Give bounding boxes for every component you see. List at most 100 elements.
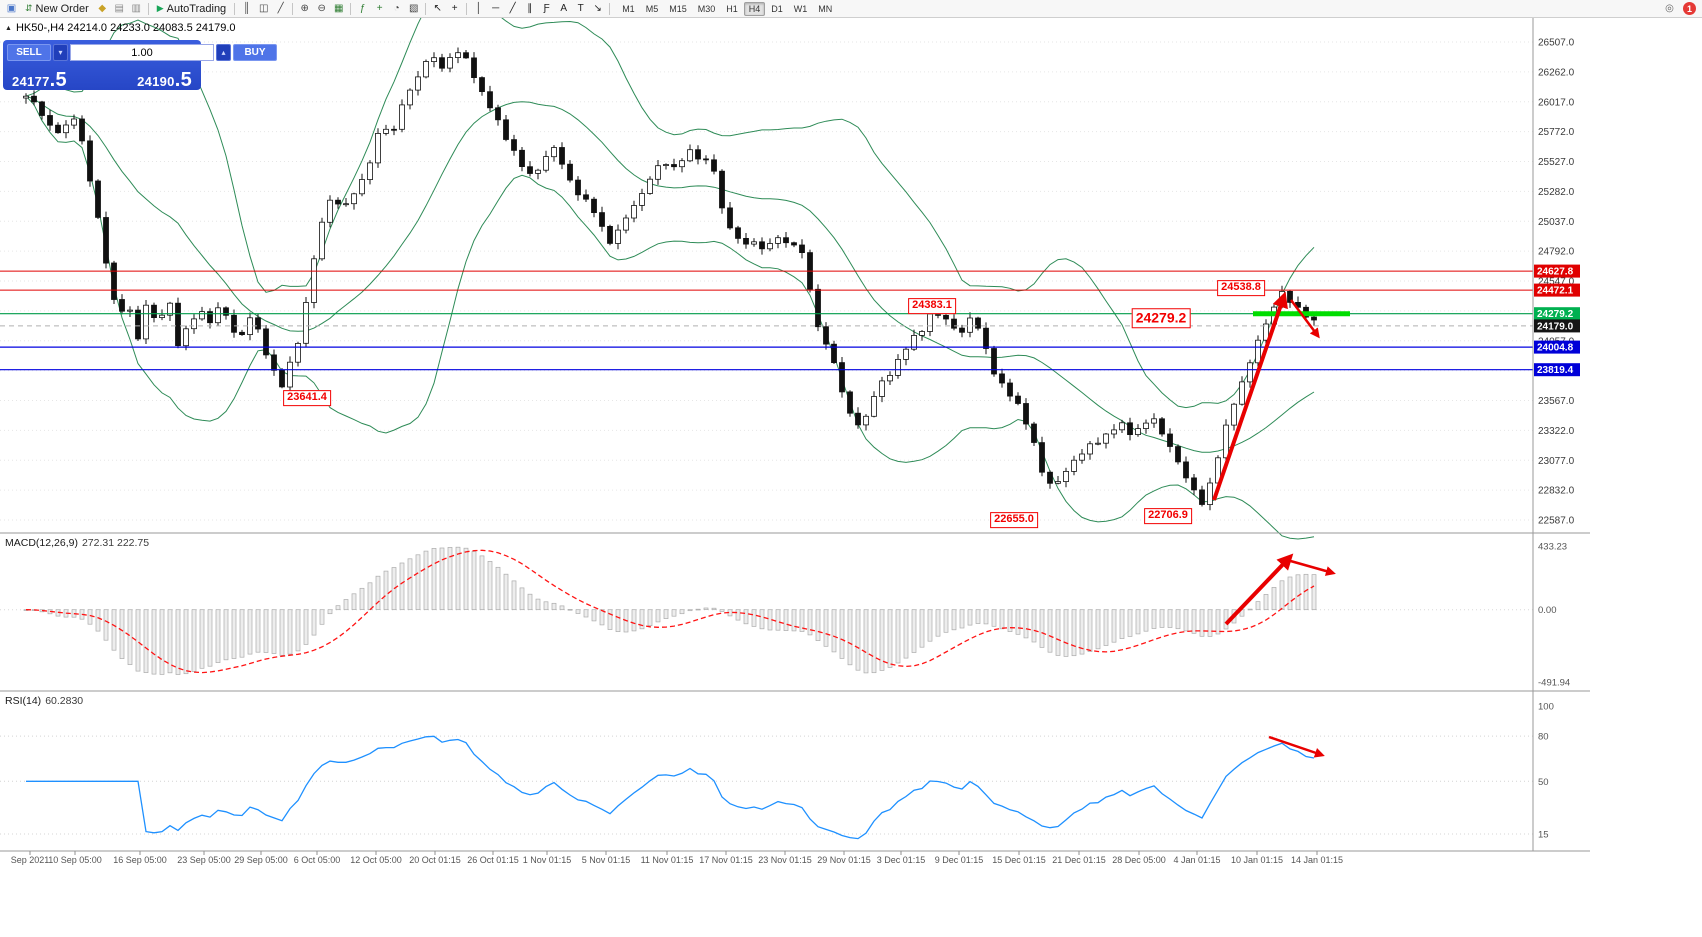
volume-increase-button[interactable]: ▴ (216, 44, 231, 61)
bar-chart-icon[interactable]: ║ (243, 3, 251, 14)
expert-advisors-icon[interactable]: ◆ (98, 3, 107, 14)
candles (23, 47, 1317, 511)
timeframe-h1-button[interactable]: H1 (726, 3, 738, 14)
bollinger-bands (25, 0, 1315, 540)
svg-text:25037.0: 25037.0 (1538, 217, 1575, 228)
svg-text:80: 80 (1538, 732, 1549, 743)
data-window-icon[interactable]: ▥ (131, 3, 141, 14)
svg-text:20 Oct 01:15: 20 Oct 01:15 (409, 855, 461, 865)
price-annotation[interactable]: 24538.8 (1217, 280, 1265, 296)
buy-button[interactable]: BUY (233, 44, 277, 61)
svg-text:10 Sep 05:00: 10 Sep 05:00 (48, 855, 102, 865)
zoom-out-icon[interactable]: ⊖ (317, 3, 326, 14)
autotrading-icon: ▶ (156, 3, 164, 13)
svg-text:24179.0: 24179.0 (1537, 321, 1574, 332)
chart-window-icon[interactable]: ▣ (6, 3, 17, 14)
trend-arrow[interactable] (1224, 553, 1294, 626)
timeframe-m30-button[interactable]: M30 (697, 3, 716, 14)
candlestick-chart-icon[interactable]: ◫ (258, 3, 269, 14)
channel-icon[interactable]: ∥ (527, 3, 533, 14)
horizontal-line-icon[interactable]: ─ (492, 3, 500, 14)
timeframe-mn-button[interactable]: MN (818, 3, 833, 14)
price-annotation[interactable]: 22706.9 (1144, 508, 1192, 524)
autotrading-button-label: AutoTrading (166, 2, 227, 15)
svg-text:26507.0: 26507.0 (1538, 38, 1575, 49)
rsi-pane (0, 735, 1533, 840)
svg-text:6 Oct 05:00: 6 Oct 05:00 (294, 855, 341, 865)
buy-price[interactable]: 24190.5 (137, 69, 192, 91)
cursor-icon[interactable]: ↖ (433, 3, 442, 14)
indicators-icon[interactable]: ƒ (359, 3, 366, 14)
svg-text:1 Nov 01:15: 1 Nov 01:15 (523, 855, 572, 865)
toolbar-separator (350, 2, 352, 15)
svg-text:14 Jan 01:15: 14 Jan 01:15 (1291, 855, 1343, 865)
fibonacci-icon[interactable]: Ƒ (543, 3, 550, 14)
svg-text:9 Dec 01:15: 9 Dec 01:15 (935, 855, 984, 865)
svg-text:0.00: 0.00 (1538, 605, 1557, 616)
svg-text:22587.0: 22587.0 (1538, 516, 1575, 527)
symbol-search-icon[interactable]: ◎ (1665, 3, 1674, 14)
price-axis-labels[interactable]: 26507.0 26262.0 26017.0 25772.0 25527.0 25282… (1538, 38, 1575, 841)
bollinger-lower (25, 95, 1315, 540)
zoom-in-icon[interactable]: ⊕ (300, 3, 309, 14)
volume-decrease-button[interactable]: ▾ (53, 44, 68, 61)
autotrading-button[interactable]: ▶ AutoTrading (152, 1, 231, 17)
svg-text:Sep 2021: Sep 2021 (11, 855, 50, 865)
svg-text:24627.8: 24627.8 (1537, 267, 1574, 278)
timeframe-m5-button[interactable]: M5 (645, 3, 659, 14)
timeframe-m15-button[interactable]: M15 (669, 3, 687, 14)
svg-text:25282.0: 25282.0 (1538, 187, 1575, 198)
timeframe-d1-button[interactable]: D1 (771, 3, 783, 14)
vertical-line-icon[interactable]: │ (475, 3, 482, 14)
svg-text:12 Oct 05:00: 12 Oct 05:00 (350, 855, 402, 865)
svg-text:23819.4: 23819.4 (1537, 365, 1574, 376)
trendline-icon[interactable]: ╱ (509, 3, 516, 14)
annotation-arrows[interactable] (1212, 291, 1336, 758)
timeframe-w1-button[interactable]: W1 (793, 3, 808, 14)
sell-price[interactable]: 24177.5 (12, 69, 67, 91)
line-chart-icon[interactable]: ╱ (277, 3, 284, 14)
svg-text:15: 15 (1538, 830, 1549, 841)
notification-badge[interactable]: 1 (1683, 2, 1696, 15)
text-icon[interactable]: A (560, 3, 568, 14)
price-annotation[interactable]: 24279.2 (1131, 308, 1191, 328)
price-annotation[interactable]: 23641.4 (283, 390, 331, 406)
horizontal-line-objects[interactable] (0, 270, 1533, 371)
toolbar-separator (466, 2, 468, 15)
bollinger-middle (25, 95, 1315, 453)
trend-arrow[interactable] (1290, 299, 1320, 339)
templates-icon[interactable]: ▧ (408, 3, 419, 14)
one-click-trading-widget: SELL ▾ ▴ BUY 24177.5 24190.5 (3, 40, 277, 91)
price-tag (1534, 319, 1580, 333)
sell-button[interactable]: SELL (7, 44, 51, 61)
arrows-tool-icon[interactable]: ↘ (593, 3, 602, 14)
svg-text:23 Sep 05:00: 23 Sep 05:00 (177, 855, 231, 865)
price-tag (1534, 307, 1580, 321)
period-icon[interactable]: ◔ (393, 3, 400, 14)
svg-text:15 Dec 01:15: 15 Dec 01:15 (992, 855, 1046, 865)
label-icon[interactable]: T (577, 3, 584, 14)
timeframe-h4-button[interactable]: H4 (743, 1, 766, 16)
print-icon[interactable]: ▤ (114, 3, 124, 14)
svg-text:24472.1: 24472.1 (1537, 286, 1574, 297)
trend-arrow[interactable] (1212, 291, 1288, 501)
price-tag (1534, 283, 1580, 297)
toolbar-separator (234, 2, 236, 15)
trend-arrow[interactable] (1286, 558, 1336, 576)
timeframe-buttons: M1 M5 M15 M30 H1 H4 D1 W1 MN (617, 1, 837, 16)
price-tag (1534, 340, 1580, 354)
add-indicator-icon[interactable]: + (376, 3, 383, 14)
svg-text:28 Dec 05:00: 28 Dec 05:00 (1112, 855, 1166, 865)
tile-windows-icon[interactable]: ▦ (333, 3, 344, 14)
macd-signal-line (25, 549, 1315, 674)
volume-input[interactable] (70, 44, 214, 61)
new-order-button[interactable]: ⇵ New Order (20, 1, 94, 17)
crosshair-icon[interactable]: + (451, 3, 458, 14)
price-annotation[interactable]: 22655.0 (990, 512, 1038, 528)
timeframe-m1-button[interactable]: M1 (622, 3, 635, 14)
svg-text:24792.0: 24792.0 (1538, 247, 1575, 258)
price-annotation[interactable]: 24383.1 (908, 298, 956, 314)
trend-arrow[interactable] (1268, 735, 1325, 758)
